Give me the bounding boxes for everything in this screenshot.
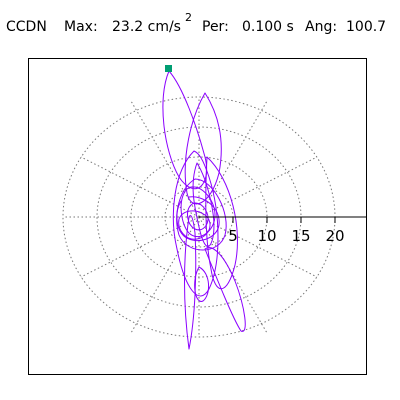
trace-loop [178,210,211,240]
polar-axes [199,216,366,223]
grid-spoke [198,216,318,278]
start-marker [165,65,172,72]
trace-loop [184,215,197,350]
trace-loop [194,266,209,302]
tick-label-15: 15 [291,227,310,245]
trace-loop [192,162,215,247]
polar-plot: 5 10 15 20 [62,65,366,350]
particle-motion-trace [162,70,246,350]
axis-tick-labels: 5 10 15 20 [228,227,344,245]
grid-spoke [198,216,268,334]
angle-value: 100.7 [346,19,387,35]
grid-spoke [198,156,318,218]
tick-label-10: 10 [257,227,276,245]
trace-loop [176,178,227,251]
grid-spoke [198,100,268,218]
tick-label-20: 20 [325,227,344,245]
station-code: CCDN [6,19,47,35]
trace-loop [162,70,208,190]
trace-loop [176,196,220,241]
trace-loop [204,247,246,332]
grid-spoke [130,100,200,218]
period-value: 0.100 s [242,19,294,35]
grid-spoke [130,216,200,334]
trace-loop [180,186,216,238]
max-exponent: 2 [185,11,192,24]
header-bar: CCDN Max: 23.2 cm/s 2 Per: 0.100 s Ang: … [0,0,400,48]
max-value: 23.2 cm/s [112,19,181,35]
tick-label-5: 5 [228,227,238,245]
trace-loop [187,202,209,231]
angle-label: Ang: [305,19,338,35]
period-label: Per: [202,19,229,35]
polar-plot-frame: 5 10 15 20 [28,58,367,375]
max-label: Max: [64,19,98,35]
